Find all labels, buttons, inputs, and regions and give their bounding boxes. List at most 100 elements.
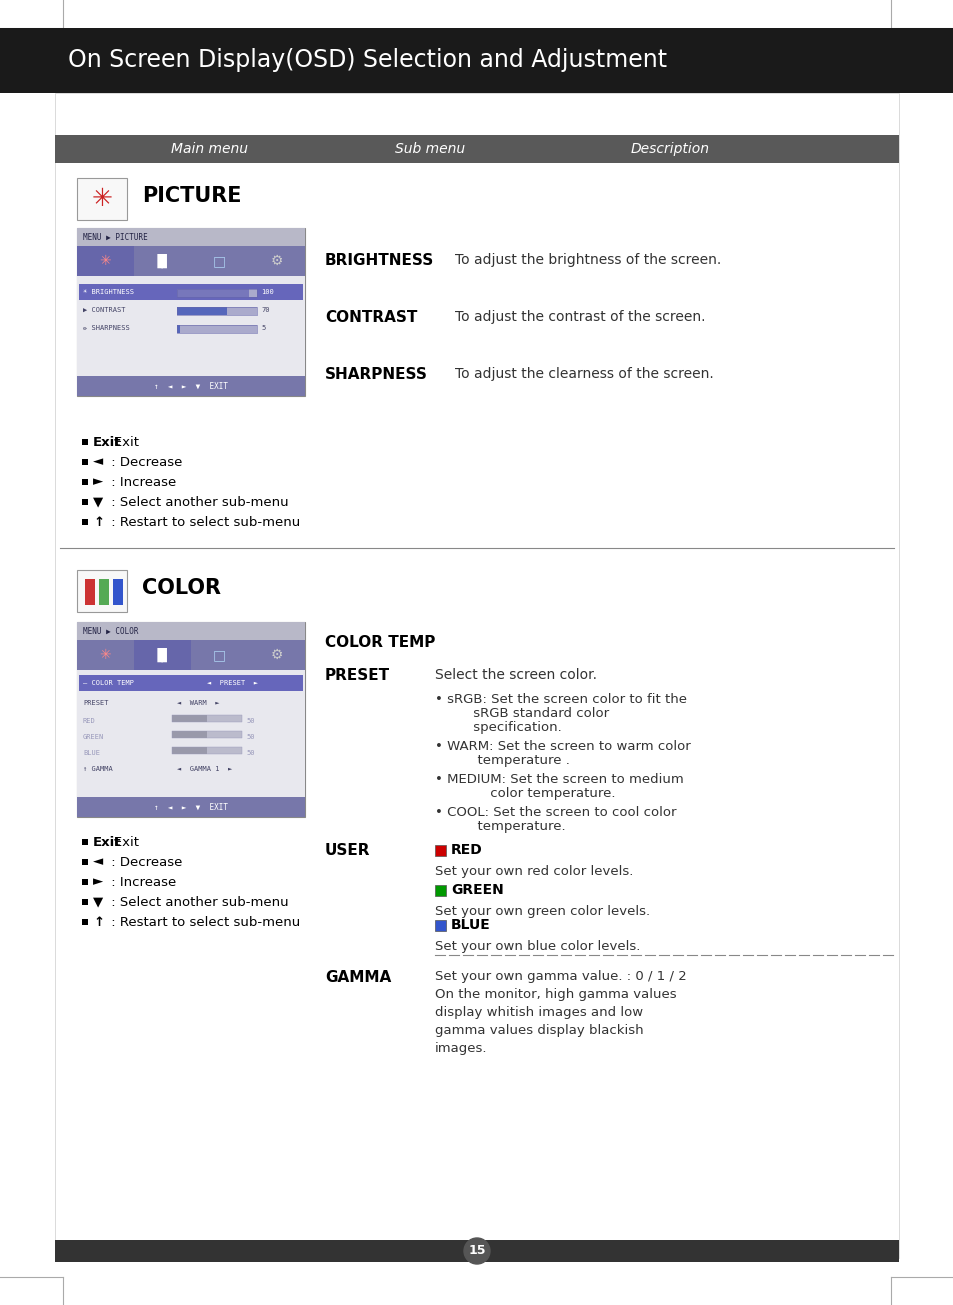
Text: ⚙: ⚙ (270, 254, 282, 268)
Bar (82, 880, 88, 885)
Text: To adjust the contrast of the screen.: To adjust the contrast of the screen. (455, 311, 705, 324)
Bar (82, 919, 88, 925)
Bar (177, 325, 256, 333)
Text: Set your own gamma value. : 0 / 1 / 2: Set your own gamma value. : 0 / 1 / 2 (435, 970, 686, 983)
Bar (77, 228, 305, 395)
Bar (177, 288, 256, 298)
Bar (172, 731, 207, 739)
Text: □: □ (213, 649, 226, 662)
Text: ⚙: ⚙ (270, 649, 282, 662)
Text: CONTRAST: CONTRAST (325, 311, 416, 325)
Text: specification.: specification. (435, 720, 561, 733)
Text: Set your own green color levels.: Set your own green color levels. (435, 904, 649, 917)
Text: 5: 5 (261, 325, 265, 331)
Text: RED: RED (83, 718, 95, 724)
Text: ◄: ◄ (92, 856, 103, 869)
Text: • COOL: Set the screen to cool color: • COOL: Set the screen to cool color (435, 806, 676, 820)
Bar (172, 746, 242, 754)
Text: ▼: ▼ (92, 496, 103, 509)
Text: Description: Description (630, 142, 709, 157)
Bar (0, 27, 953, 93)
Text: 50: 50 (246, 750, 254, 756)
Bar (82, 899, 88, 904)
Bar (77, 275, 305, 376)
Bar (99, 579, 109, 606)
Text: ▐▌: ▐▌ (152, 647, 172, 662)
Text: USER: USER (325, 843, 370, 857)
Text: To adjust the clearness of the screen.: To adjust the clearness of the screen. (455, 367, 713, 381)
Bar (112, 579, 123, 606)
Text: RED: RED (451, 843, 482, 857)
Text: : Restart to select sub-menu: : Restart to select sub-menu (107, 515, 300, 529)
Text: display whitish images and low: display whitish images and low (435, 1006, 642, 1019)
Text: 50: 50 (246, 718, 254, 724)
Text: MENU ▶ PICTURE: MENU ▶ PICTURE (83, 232, 148, 241)
Bar (82, 459, 88, 465)
Bar (55, 1240, 898, 1262)
Bar (172, 746, 242, 754)
Text: temperature.: temperature. (435, 820, 565, 833)
Text: ✳: ✳ (99, 649, 112, 662)
Bar (172, 746, 207, 754)
Text: ↑  ◄  ►  ▼  EXIT: ↑ ◄ ► ▼ EXIT (153, 381, 228, 390)
Bar (77, 247, 305, 275)
Bar (172, 715, 242, 722)
Bar (177, 325, 180, 333)
Text: ►: ► (92, 876, 103, 889)
Bar (79, 675, 303, 692)
Bar (55, 93, 898, 1258)
Bar (77, 247, 133, 275)
Bar (77, 622, 305, 817)
Text: Set your own red color levels.: Set your own red color levels. (435, 865, 633, 878)
Text: sRGB standard color: sRGB standard color (435, 707, 608, 720)
Text: Sub menu: Sub menu (395, 142, 464, 157)
Bar (77, 797, 305, 817)
Text: 50: 50 (246, 733, 254, 740)
Text: 70: 70 (261, 307, 269, 313)
Text: gamma values display blackish: gamma values display blackish (435, 1024, 643, 1037)
Circle shape (463, 1238, 490, 1265)
Text: BLUE: BLUE (451, 917, 490, 932)
Bar (82, 519, 88, 525)
Bar (82, 859, 88, 865)
Bar (82, 839, 88, 846)
Bar (82, 479, 88, 485)
Bar (77, 177, 127, 221)
Text: ▐▌: ▐▌ (152, 254, 172, 268)
Text: : Select another sub-menu: : Select another sub-menu (107, 496, 289, 509)
Text: GAMMA: GAMMA (325, 970, 391, 985)
Text: MENU ▶ COLOR: MENU ▶ COLOR (83, 626, 138, 636)
Text: BRIGHTNESS: BRIGHTNESS (325, 253, 434, 268)
Text: ✳: ✳ (99, 254, 112, 268)
Bar (55, 134, 898, 163)
Text: Exit: Exit (92, 835, 121, 848)
Text: • MEDIUM: Set the screen to medium: • MEDIUM: Set the screen to medium (435, 773, 683, 786)
Bar (177, 288, 256, 298)
Text: On the monitor, high gamma values: On the monitor, high gamma values (435, 988, 676, 1001)
Text: color temperature.: color temperature. (435, 787, 615, 800)
Text: : Exit: : Exit (101, 436, 139, 449)
Text: ◄  WARM  ►: ◄ WARM ► (177, 699, 219, 706)
Text: PRESET: PRESET (325, 668, 390, 683)
Bar (435, 885, 446, 897)
Text: : Increase: : Increase (107, 876, 176, 889)
Text: Main menu: Main menu (172, 142, 248, 157)
Text: ↑  ◄  ►  ▼  EXIT: ↑ ◄ ► ▼ EXIT (153, 803, 228, 812)
Text: : Decrease: : Decrease (107, 455, 182, 468)
Bar (133, 639, 191, 669)
Text: ✏ SHARPNESS: ✏ SHARPNESS (83, 325, 130, 331)
Text: • WARM: Set the screen to warm color: • WARM: Set the screen to warm color (435, 740, 690, 753)
Text: PRESET: PRESET (83, 699, 109, 706)
Text: ▼: ▼ (92, 895, 103, 908)
Bar (77, 639, 305, 669)
Text: • sRGB: Set the screen color to fit the: • sRGB: Set the screen color to fit the (435, 693, 686, 706)
Bar (172, 731, 242, 739)
Text: ☀ BRIGHTNESS: ☀ BRIGHTNESS (83, 288, 133, 295)
Text: ◄: ◄ (92, 455, 103, 468)
Text: images.: images. (435, 1041, 487, 1054)
Text: PICTURE: PICTURE (142, 187, 241, 206)
Text: BLUE: BLUE (83, 750, 100, 756)
Text: ▶ CONTRAST: ▶ CONTRAST (83, 307, 126, 313)
Text: Select the screen color.: Select the screen color. (435, 668, 597, 683)
Text: ►: ► (92, 475, 103, 488)
